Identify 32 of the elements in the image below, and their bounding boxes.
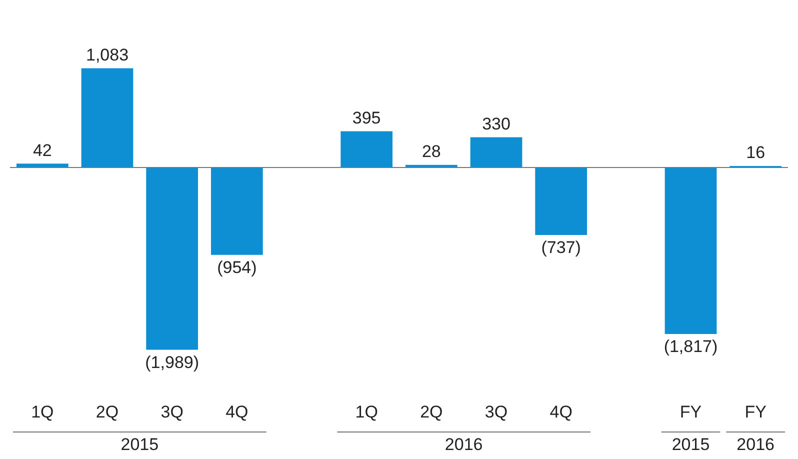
x-tick-label: 1Q bbox=[355, 402, 378, 422]
x-tick-label: 3Q bbox=[160, 402, 184, 422]
data-label: (1,989) bbox=[145, 352, 200, 372]
text: 2016 bbox=[444, 435, 483, 454]
data-label: 395 bbox=[352, 108, 381, 128]
bar bbox=[470, 137, 522, 168]
x-tick-label: FY bbox=[680, 402, 702, 422]
bar bbox=[81, 68, 134, 168]
text: 2015 bbox=[120, 435, 159, 454]
bar bbox=[535, 167, 588, 236]
bar bbox=[210, 167, 263, 255]
x-tick-label: 2Q bbox=[96, 402, 119, 422]
data-label: 330 bbox=[482, 114, 510, 134]
text: 2016 bbox=[736, 435, 774, 454]
bar bbox=[340, 131, 393, 168]
bar bbox=[16, 164, 68, 168]
data-label: (954) bbox=[217, 258, 257, 278]
x-tick-label: 3Q bbox=[484, 402, 508, 422]
data-label: (737) bbox=[541, 238, 581, 258]
bar bbox=[146, 167, 198, 350]
data-label: 28 bbox=[422, 142, 441, 162]
x-tick-label: 4Q bbox=[226, 402, 248, 422]
x-tick-label: 1Q bbox=[31, 402, 54, 422]
bar bbox=[664, 167, 717, 334]
data-label: 1,083 bbox=[86, 45, 129, 64]
x-tick-label: FY bbox=[744, 402, 766, 422]
x-tick-label: 2Q bbox=[420, 402, 443, 422]
data-label: 16 bbox=[746, 143, 766, 162]
data-label: 42 bbox=[32, 140, 52, 160]
text: 2015 bbox=[672, 435, 710, 454]
x-tick-label: 4Q bbox=[550, 402, 572, 422]
data-label: (1,817) bbox=[664, 337, 718, 356]
